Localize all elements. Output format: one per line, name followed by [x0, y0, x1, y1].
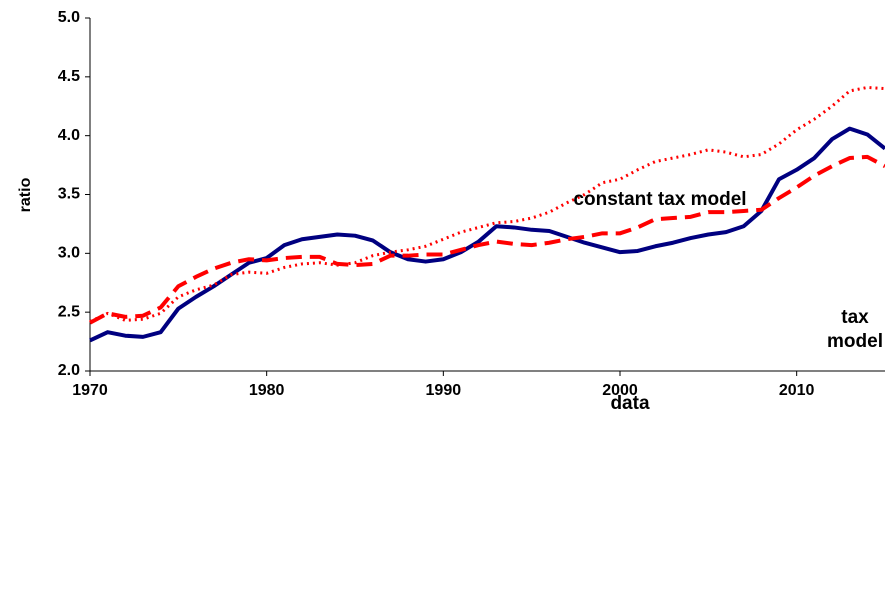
series-annotation: constant tax model: [573, 189, 747, 210]
series-annotation: data: [610, 393, 650, 414]
y-tick-label: 5.0: [58, 9, 80, 26]
x-tick-label: 1970: [72, 382, 108, 399]
y-tick-label: 3.5: [58, 186, 80, 203]
y-tick-label: 3.0: [58, 245, 80, 262]
y-tick-label: 2.0: [58, 362, 80, 379]
y-axis-label: ratio: [17, 177, 34, 212]
y-tick-label: 4.5: [58, 68, 80, 85]
series-line: [89, 154, 885, 325]
x-tick-label: 1980: [249, 382, 285, 399]
series-annotation: tax model: [827, 307, 883, 352]
x-tick-label: 1990: [426, 382, 462, 399]
y-tick-label: 4.0: [58, 127, 80, 144]
x-tick-label: 2000: [602, 382, 638, 399]
series-line: [89, 126, 885, 343]
series-line: [89, 85, 885, 323]
y-tick-label: 2.5: [58, 303, 80, 320]
x-tick-label: 2010: [779, 382, 815, 399]
